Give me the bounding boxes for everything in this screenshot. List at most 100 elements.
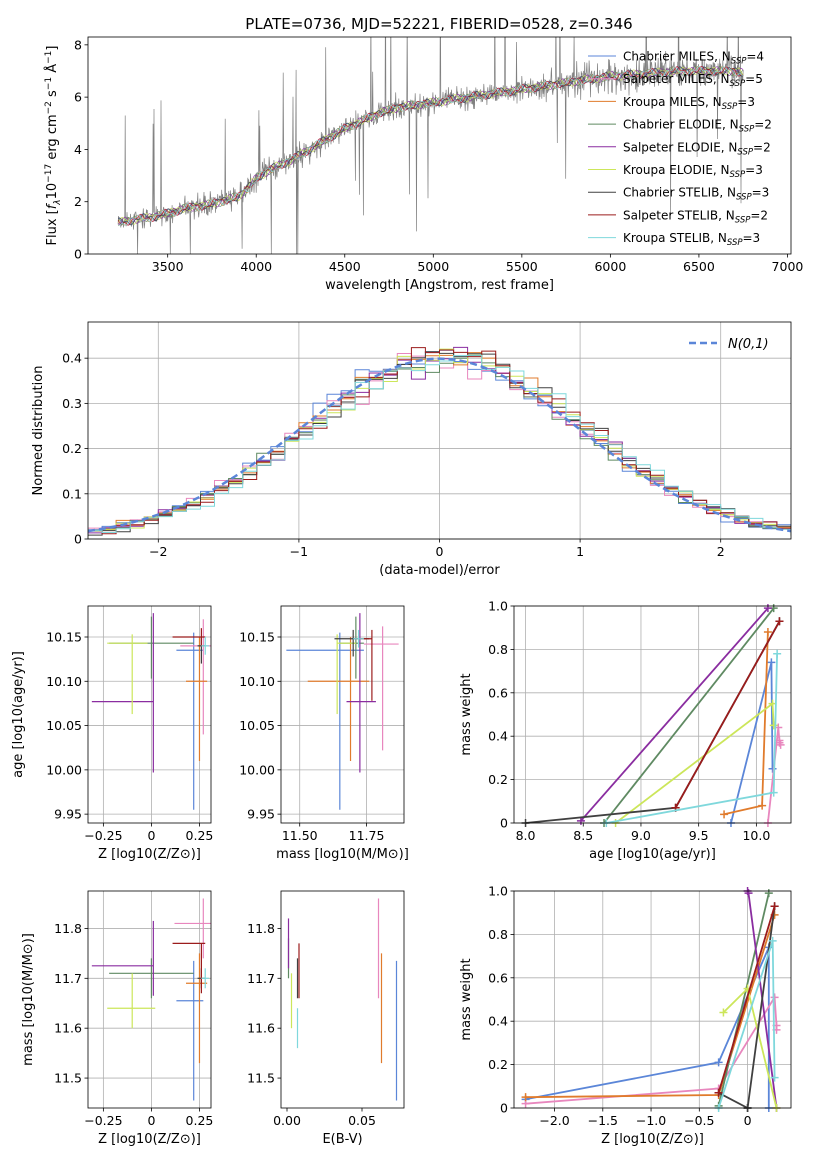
- weight-point-marker: [768, 936, 777, 945]
- weight-vs-Z-ytick-label: 1.0: [488, 884, 508, 899]
- age-vs-Z-ylabel: age [log10(age/yr)]: [11, 651, 26, 778]
- residuals-ytick-label: 0.3: [62, 396, 82, 411]
- spectrum-xtick-label: 6500: [683, 259, 715, 274]
- residuals-ytick-label: 0.1: [62, 486, 82, 501]
- spectrum-axes: 3500 4000 4500 5000 5500 6000 6500 7000 0 2 4 6 8: [74, 37, 803, 274]
- spectrum-ylabel-part: −1: [44, 51, 54, 64]
- legend-entry-part: Salpeter STELIB, N: [623, 208, 735, 222]
- weight-vs-age-ylabel: mass weight: [459, 673, 474, 755]
- spectrum-model-line: [117, 66, 744, 226]
- weight-point-marker: [768, 764, 777, 773]
- normal-curve-line: [88, 357, 791, 533]
- mass-vs-Z-ytick-label: 11.7: [54, 971, 82, 986]
- weight-vs-age-xlabel: age [log10(age/yr)]: [589, 847, 716, 862]
- legend-entry-part: =2: [753, 140, 771, 154]
- age-vs-Z-axes: −0.25 0 0.25 9.95 10.00 10.05 10.10 10.15: [46, 606, 213, 843]
- weight-series-line: [603, 607, 775, 824]
- legend-entry-part: =5: [745, 72, 763, 86]
- legend-entry-part: =2: [754, 118, 772, 132]
- weight-point-marker: [714, 1058, 723, 1067]
- spectrum-ytick-label: 4: [74, 142, 82, 157]
- weight-series-line: [674, 620, 781, 809]
- age-vs-mass-frame: [280, 605, 405, 824]
- age-vs-Z-xlabel: Z [log10(Z/Z⊙)]: [98, 847, 201, 862]
- residuals-xtick-label: −2: [149, 544, 167, 559]
- legend-entry-part: Chabrier ELODIE, N: [623, 118, 739, 132]
- legend-entry: Salpeter ELODIE, NSSP=2: [623, 140, 771, 157]
- spectrum-ylabel-part: erg cm: [45, 114, 60, 163]
- residuals-xtick-label: 0: [436, 544, 444, 559]
- age-vs-mass-ytick-label: 10.15: [239, 630, 275, 645]
- mass-vs-Z-xtick-label: 0: [147, 1113, 155, 1128]
- age-vs-mass-ytick-label: 9.95: [247, 807, 275, 822]
- legend-entry-part: Kroupa MILES, N: [623, 95, 722, 109]
- weight-series-line: [580, 607, 769, 822]
- residuals-frame: [87, 321, 792, 540]
- spectrum-ytick-label: 6: [74, 90, 82, 105]
- spectrum-frame: [87, 36, 792, 255]
- weight-point-marker: [776, 740, 785, 749]
- weight-vs-age-ytick-label: 0: [500, 816, 508, 831]
- weight-vs-age-xtick-label: 9.0: [631, 828, 651, 843]
- legend-entry-part: =2: [750, 208, 768, 222]
- residuals-histogram: [88, 347, 791, 535]
- legend-entry-part: SSP: [735, 215, 751, 225]
- weight-vs-Z-xtick-label: −0.5: [684, 1113, 714, 1128]
- residuals-xtick-label: −1: [290, 544, 308, 559]
- weight-point-marker: [763, 628, 772, 637]
- weight-vs-Z-xtick-label: −1.0: [636, 1113, 666, 1128]
- spectrum-ytick-label: 8: [74, 37, 82, 52]
- legend-entry: Chabrier ELODIE, NSSP=2: [623, 118, 772, 135]
- spectrum-ylabel-part: −2: [44, 101, 54, 114]
- weight-point-marker: [714, 1088, 723, 1097]
- legend-entry: Kroupa STELIB, NSSP=3: [623, 231, 760, 248]
- weight-series-line: [525, 914, 776, 1099]
- residuals-ytick-label: 0.4: [62, 351, 82, 366]
- weight-series-line: [717, 892, 770, 1107]
- age-vs-mass-ytick-label: 10.00: [239, 762, 275, 777]
- weight-vs-age-ytick-label: 0.6: [488, 685, 508, 700]
- mass-vs-Z-xtick-label: −0.25: [84, 1113, 122, 1128]
- weight-vs-Z-series: [521, 887, 781, 1112]
- mass-vs-EBV-ytick-label: 11.6: [247, 1021, 275, 1036]
- weight-point-marker: [521, 1093, 530, 1102]
- weight-vs-age-frame: [513, 605, 792, 824]
- legend-entry-part: Salpeter ELODIE, N: [623, 140, 737, 154]
- residuals-plot-area: [88, 346, 791, 538]
- legend-entry-part: SSP: [730, 79, 746, 89]
- mass-vs-EBV-axes: 0.00 0.05 11.5 11.6 11.7 11.8: [247, 921, 376, 1128]
- legend-entry: Salpeter MILES, NSSP=5: [623, 72, 763, 89]
- weight-vs-Z-ytick-label: 0.8: [488, 927, 508, 942]
- legend-entry-part: SSP: [737, 147, 753, 157]
- residuals-xtick-label: 2: [717, 544, 725, 559]
- weight-series-line: [525, 620, 781, 824]
- spectrum-xtick-label: 3500: [152, 259, 184, 274]
- age-vs-Z-xtick-label: 0: [147, 828, 155, 843]
- age-vs-mass-xtick-label: 11.75: [349, 828, 385, 843]
- age-vs-mass-points: [286, 613, 399, 810]
- age-vs-Z-ytick-label: 9.95: [54, 807, 82, 822]
- age-vs-mass-xtick-label: 11.50: [282, 828, 318, 843]
- legend-entry-part: =3: [743, 231, 761, 245]
- spectrum-ylabel-part: Å: [44, 64, 60, 77]
- mass-vs-EBV-xlabel: E(B-V): [322, 1132, 362, 1147]
- weight-point-marker: [770, 1073, 779, 1082]
- legend-entry-part: Kroupa ELODIE, N: [623, 163, 730, 177]
- age-vs-Z-ytick-label: 10.15: [46, 630, 82, 645]
- spectrum-ylabel-part: ]: [45, 46, 60, 51]
- legend-entry-part: SSP: [731, 57, 747, 67]
- spectrum-xtick-label: 5500: [506, 259, 538, 274]
- age-vs-Z-ytick-label: 10.05: [46, 718, 82, 733]
- mass-vs-EBV-frame: [280, 890, 405, 1109]
- weight-vs-Z-axes: −2.0 −1.5 −1.0 −0.5 0 0 0.2 0.4 0.6 0.8 1.0: [488, 884, 791, 1128]
- weight-point-marker: [767, 658, 776, 667]
- mass-vs-Z-axes: −0.25 0 0.25 11.5 11.6 11.7 11.8: [54, 891, 213, 1128]
- weight-series-line: [717, 905, 776, 1094]
- legend-entry-part: =3: [745, 163, 763, 177]
- residuals-histogram: [88, 354, 791, 535]
- weight-vs-Z-frame: [513, 890, 792, 1109]
- weight-vs-Z-ytick-label: 0.2: [488, 1057, 508, 1072]
- weight-vs-age-ytick-label: 0.4: [488, 729, 508, 744]
- age-vs-mass-ytick-label: 10.10: [239, 674, 275, 689]
- spectrum-ylabel-part: −1: [44, 77, 54, 90]
